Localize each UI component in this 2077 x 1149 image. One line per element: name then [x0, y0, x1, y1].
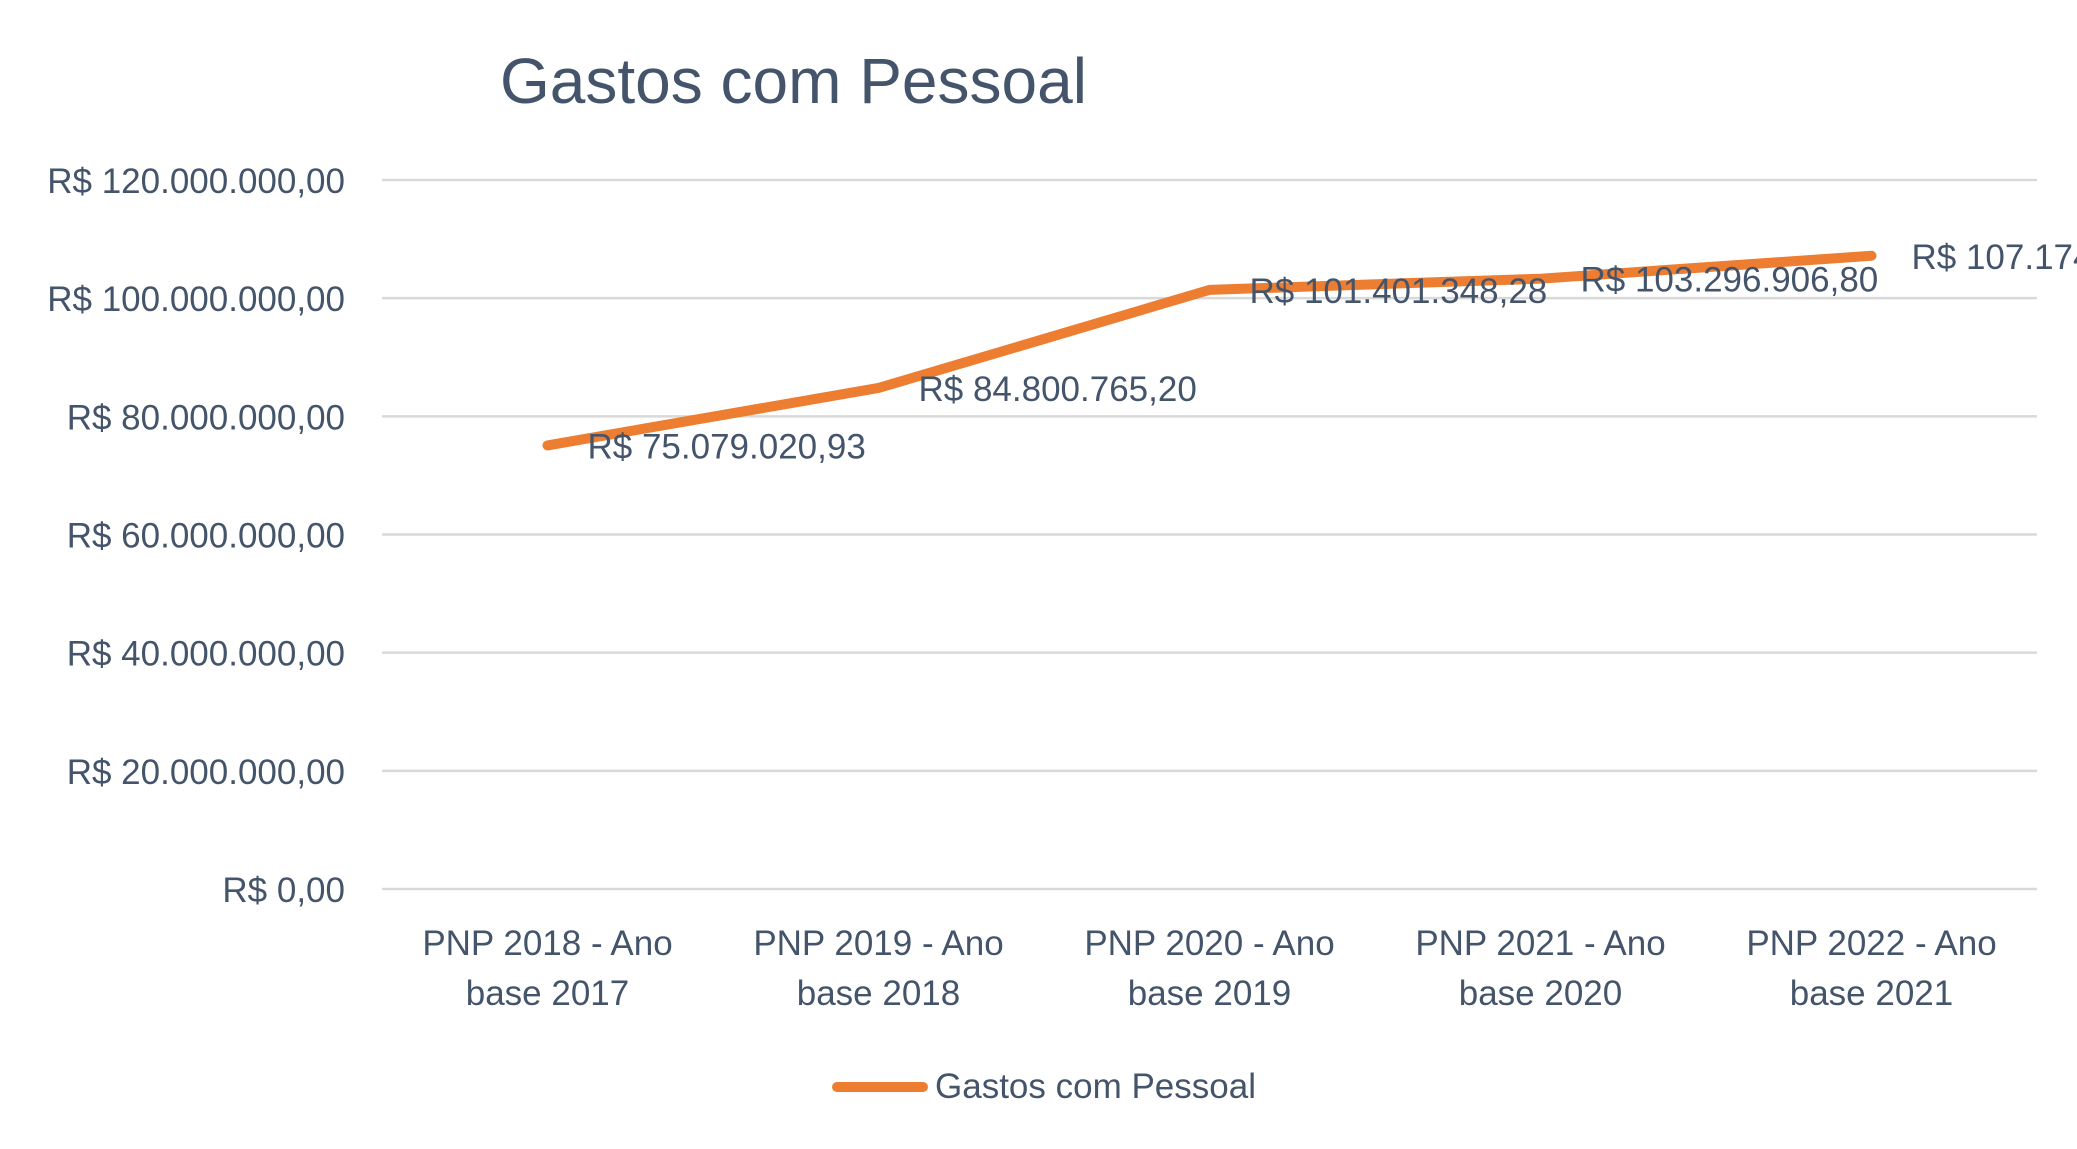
y-tick-label: R$ 40.000.000,00	[67, 635, 345, 674]
legend: Gastos com Pessoal	[832, 1067, 1256, 1106]
data-label: R$ 103.296.906,80	[1581, 261, 1879, 300]
x-tick-label-line: PNP 2020 - Ano	[1084, 924, 1334, 963]
chart-title: Gastos com Pessoal	[500, 45, 1087, 117]
data-labels: R$ 75.079.020,93 R$ 84.800.765,20 R$ 101.4…	[588, 238, 2077, 467]
y-tick-label: R$ 0,00	[222, 871, 345, 910]
y-tick-label: R$ 100.000.000,00	[47, 280, 345, 319]
y-tick-label: R$ 120.000.000,00	[47, 162, 345, 201]
x-tick-label-line: base 2018	[797, 974, 960, 1013]
x-tick-label: PNP 2019 - Ano base 2018	[753, 924, 1003, 1013]
x-tick-label: PNP 2020 - Ano base 2019	[1084, 924, 1334, 1013]
gridlines	[382, 178, 2037, 891]
y-tick-label: R$ 20.000.000,00	[67, 753, 345, 792]
x-tick-label-line: PNP 2021 - Ano	[1415, 924, 1665, 963]
data-label: R$ 84.800.765,20	[919, 370, 1197, 409]
y-tick-label: R$ 80.000.000,00	[67, 398, 345, 437]
y-axis-tick-labels: R$ 0,00 R$ 20.000.000,00 R$ 40.000.000,00 R…	[47, 162, 345, 910]
x-tick-label: PNP 2022 - Ano base 2021	[1746, 924, 1996, 1013]
series-lines	[542, 250, 1877, 451]
x-tick-label-line: PNP 2022 - Ano	[1746, 924, 1996, 963]
data-label: R$ 75.079.020,93	[588, 427, 866, 466]
x-axis-tick-labels: PNP 2018 - Ano base 2017 PNP 2019 - Ano bas…	[422, 924, 1996, 1013]
data-label: R$ 107.174.190,57	[1912, 238, 2077, 277]
x-tick-label-line: PNP 2018 - Ano	[422, 924, 672, 963]
x-tick-label-line: base 2020	[1459, 974, 1622, 1013]
legend-label: Gastos com Pessoal	[935, 1067, 1256, 1106]
x-tick-label: PNP 2018 - Ano base 2017	[422, 924, 672, 1013]
x-tick-label-line: base 2021	[1790, 974, 1953, 1013]
x-tick-label-line: base 2019	[1128, 974, 1291, 1013]
x-tick-label-line: PNP 2019 - Ano	[753, 924, 1003, 963]
x-tick-label: PNP 2021 - Ano base 2020	[1415, 924, 1665, 1013]
x-tick-label-line: base 2017	[466, 974, 629, 1013]
data-label: R$ 101.401.348,28	[1250, 272, 1548, 311]
y-tick-label: R$ 60.000.000,00	[67, 517, 345, 556]
